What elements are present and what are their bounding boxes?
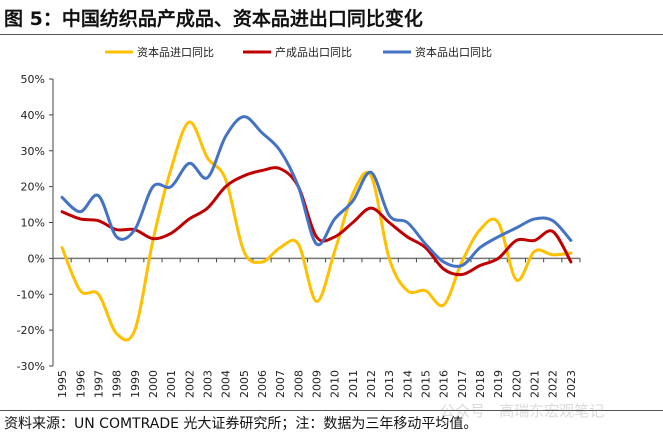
x-tick-label: 2007: [274, 370, 287, 398]
x-tick-label: 1999: [129, 370, 142, 398]
x-tick-label: 2023: [565, 370, 578, 398]
x-tick-label: 2019: [492, 370, 505, 398]
y-tick-label: 40%: [21, 109, 45, 122]
x-tick-label: 2005: [238, 370, 251, 398]
x-tick-label: 2003: [201, 370, 214, 398]
x-tick-label: 2015: [420, 370, 433, 398]
legend-label: 产成品出口同比: [275, 45, 352, 59]
x-tick-label: 2018: [474, 370, 487, 398]
x-tick-label: 2012: [365, 370, 378, 398]
source-divider: [0, 410, 663, 411]
x-tick-label: 2009: [311, 370, 324, 398]
y-tick-label: -30%: [17, 360, 45, 373]
legend-label: 资本品出口同比: [415, 45, 492, 59]
y-tick-label: 50%: [21, 73, 45, 86]
y-tick-label: 20%: [21, 181, 45, 194]
x-tick-label: 1998: [111, 370, 124, 398]
source-note: 资料来源：UN COMTRADE 光大证券研究所；注：数据为三年移动平均值。: [4, 416, 478, 432]
y-tick-label: 30%: [21, 145, 45, 158]
x-tick-label: 1995: [56, 370, 69, 398]
series-line-2: [60, 166, 573, 277]
figure-title: 图 5：中国纺织品产成品、资本品进出口同比变化: [4, 8, 423, 30]
x-tick-label: 2017: [456, 370, 469, 398]
x-tick-label: 2006: [256, 370, 269, 398]
x-tick-label: 2022: [547, 370, 560, 398]
x-tick-label: 2014: [401, 370, 414, 398]
x-tick-label: 2016: [438, 370, 451, 398]
x-tick-label: 2013: [383, 370, 396, 398]
y-tick-label: -10%: [17, 288, 45, 301]
x-tick-label: 2020: [510, 370, 523, 398]
x-tick-label: 2001: [165, 370, 178, 398]
x-tick-label: 2000: [147, 370, 160, 398]
y-tick-label: 10%: [21, 217, 45, 230]
y-tick-label: 0%: [28, 252, 45, 265]
watermark: 公众号 · 高瑞东宏观笔记: [440, 402, 605, 420]
legend-label: 资本品进口同比: [137, 45, 214, 59]
x-tick-label: 1997: [92, 370, 105, 398]
x-tick-label: 2011: [347, 370, 360, 398]
x-tick-label: 1996: [74, 370, 87, 398]
y-tick-label: -20%: [17, 324, 45, 337]
x-tick-label: 2002: [183, 370, 196, 398]
series-line-1: [60, 120, 573, 342]
title-divider: [0, 34, 663, 35]
x-tick-label: 2004: [220, 370, 233, 398]
x-tick-label: 2010: [329, 370, 342, 398]
x-tick-label: 2008: [292, 370, 305, 398]
x-tick-label: 2021: [529, 370, 542, 398]
series-line-3: [60, 115, 573, 269]
line-chart: 50% 40% 30% 20% 10% 0% -10% -20% -30% 1995 1996 199…: [17, 45, 581, 398]
